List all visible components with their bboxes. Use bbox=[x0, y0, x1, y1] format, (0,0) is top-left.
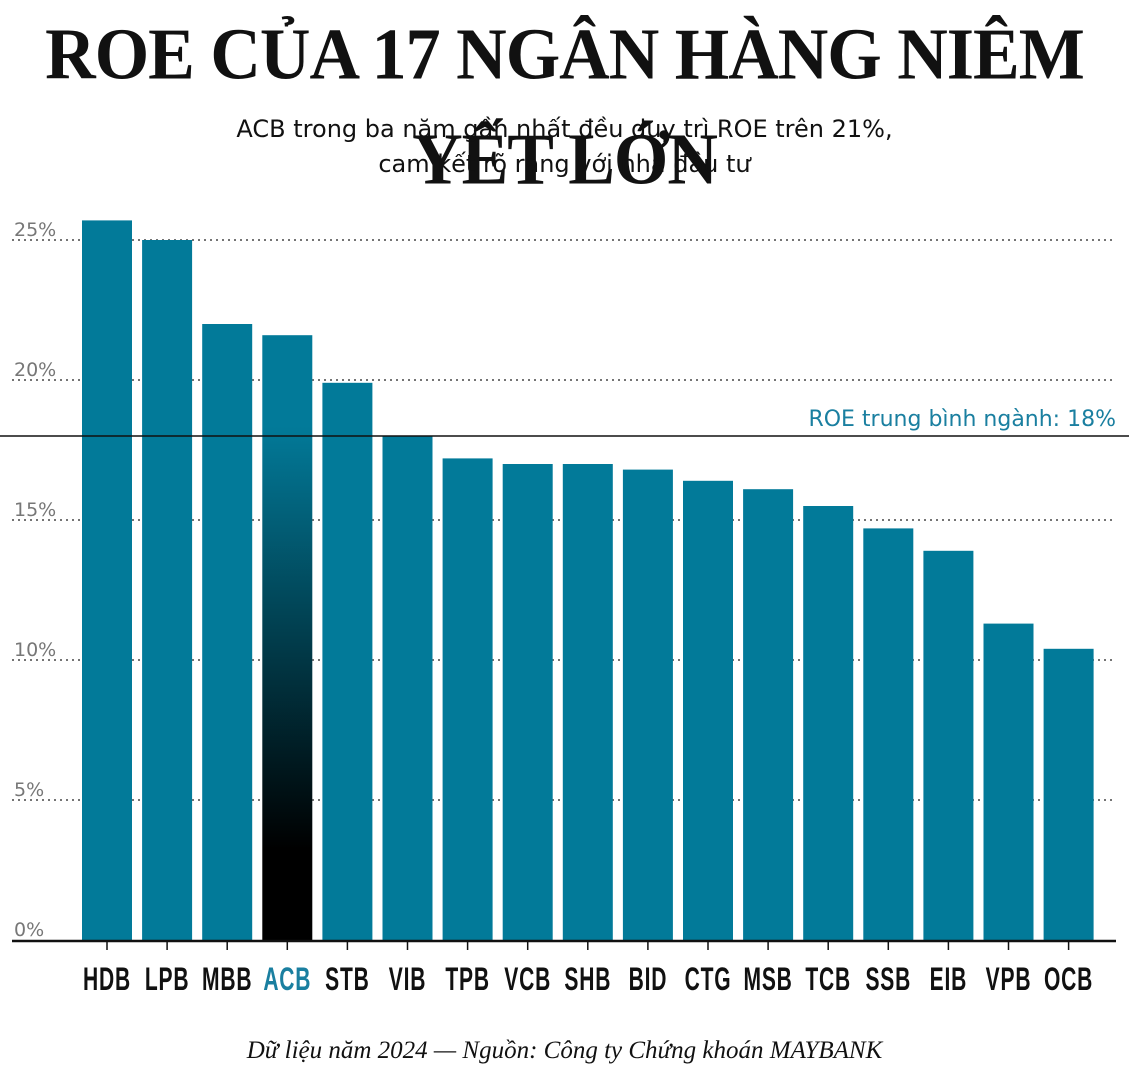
source-note: Dữ liệu năm 2024 — Nguồn: Công ty Chứng … bbox=[246, 1037, 883, 1064]
x-tick-label-bid: BID bbox=[629, 960, 668, 997]
bar-ocb bbox=[1043, 648, 1094, 940]
x-tick-label-ctg: CTG bbox=[685, 960, 732, 997]
y-tick-label: 25% bbox=[14, 219, 56, 241]
x-tick-label-tcb: TCB bbox=[805, 960, 851, 997]
y-tick-label: 5% bbox=[14, 779, 44, 801]
average-reference: ROE trung bình ngành: 18% bbox=[0, 407, 1129, 437]
x-tick-label-mbb: MBB bbox=[202, 960, 252, 997]
subtitle-line-1: ACB trong ba năm gần nhất đều duy trì RO… bbox=[236, 115, 893, 143]
x-tick-label-ssb: SSB bbox=[865, 960, 911, 997]
bar-eib bbox=[923, 550, 974, 940]
x-tick-label-stb: STB bbox=[325, 960, 369, 997]
bar-vpb bbox=[983, 623, 1034, 940]
bars bbox=[82, 220, 1094, 940]
chart-subtitle: ACB trong ba năm gần nhất đều duy trì RO… bbox=[0, 112, 1129, 182]
y-tick-label: 20% bbox=[14, 359, 56, 381]
bar-lpb bbox=[142, 240, 193, 940]
bar-tcb bbox=[803, 506, 854, 940]
x-tick-label-ocb: OCB bbox=[1044, 960, 1093, 997]
x-tick-label-vib: VIB bbox=[389, 960, 426, 997]
bar-vcb bbox=[502, 464, 553, 940]
x-tick-label-eib: EIB bbox=[930, 960, 967, 997]
bar-msb bbox=[743, 489, 794, 940]
average-label: ROE trung bình ngành: 18% bbox=[808, 407, 1116, 432]
bar-bid bbox=[622, 469, 673, 940]
y-tick-label: 10% bbox=[14, 639, 56, 661]
x-tick-label-msb: MSB bbox=[744, 960, 793, 997]
x-tick-label-vcb: VCB bbox=[504, 960, 551, 997]
x-tick-label-vpb: VPB bbox=[986, 960, 1032, 997]
bar-shb bbox=[562, 464, 613, 940]
bar-hdb bbox=[82, 220, 132, 940]
y-axis-ticks: 0% 5% 10% 15% 20% 25% bbox=[14, 219, 56, 941]
bar-ssb bbox=[863, 528, 914, 940]
x-tick-label-hdb: HDB bbox=[83, 960, 131, 997]
bar-acb bbox=[262, 335, 313, 940]
bar-mbb bbox=[202, 324, 253, 940]
bar-tpb bbox=[442, 458, 493, 940]
x-tick-label-acb: ACB bbox=[263, 960, 311, 997]
chart-title: ROE CỦA 17 NGÂN HÀNG NIÊM YẾT LỚN bbox=[45, 14, 1085, 201]
bar-ctg bbox=[683, 480, 733, 940]
x-tick-label-lpb: LPB bbox=[145, 960, 189, 997]
y-tick-label: 0% bbox=[14, 919, 44, 941]
x-tick-label-tpb: TPB bbox=[445, 960, 489, 997]
x-tick-label-shb: SHB bbox=[564, 960, 611, 997]
subtitle-line-2: cam kết rõ ràng với nhà đầu tư bbox=[378, 150, 751, 178]
y-tick-label: 15% bbox=[14, 499, 56, 521]
roe-bar-chart: ROE trung bình ngành: 18% 0% 5% 10% 15% 20% 2… bbox=[0, 219, 1129, 997]
bar-vib bbox=[382, 436, 433, 940]
bar-stb bbox=[322, 382, 373, 940]
x-axis-labels: HDB LPB MBB ACB STB VIB TPB VCB SHB BID CTG MSB TCB S… bbox=[83, 942, 1093, 997]
